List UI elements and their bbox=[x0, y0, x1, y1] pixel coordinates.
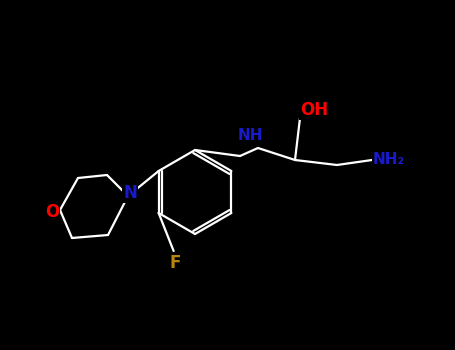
Text: F: F bbox=[170, 254, 181, 272]
Text: O: O bbox=[45, 203, 59, 221]
Text: N: N bbox=[123, 184, 137, 202]
Text: NH: NH bbox=[237, 128, 263, 143]
Text: OH: OH bbox=[300, 101, 328, 119]
Text: NH₂: NH₂ bbox=[373, 153, 405, 168]
